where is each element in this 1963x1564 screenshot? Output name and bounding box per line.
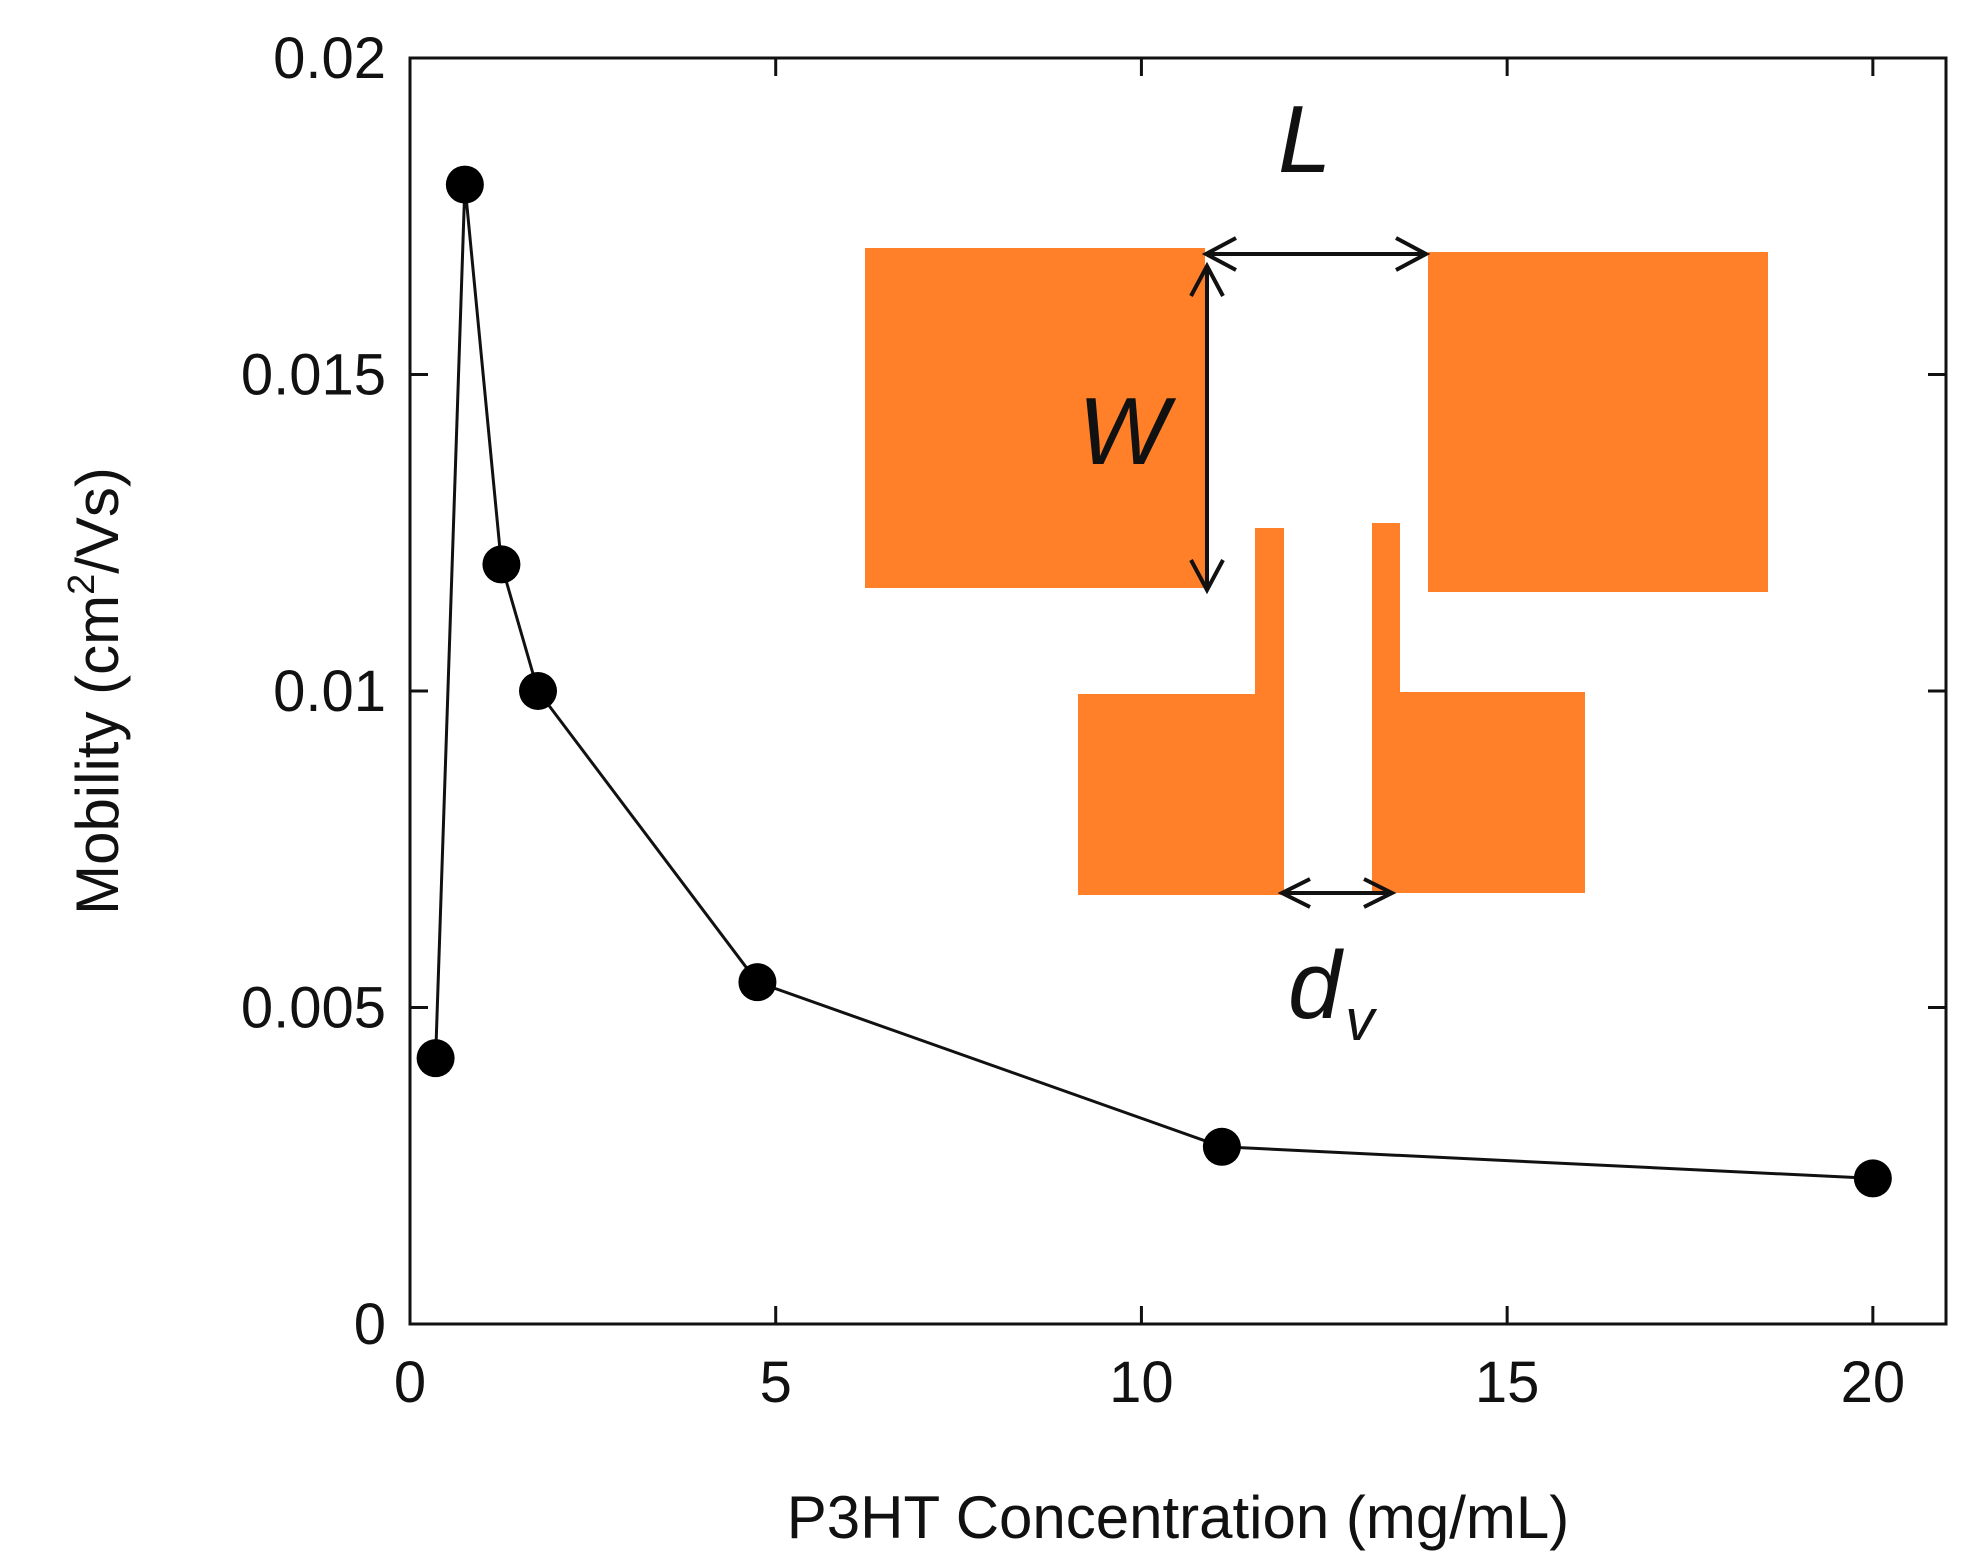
series-points — [416, 165, 1892, 1198]
data-point — [738, 963, 777, 1002]
plot-frame — [408, 56, 1948, 1326]
inset-label-dv-main: d — [1288, 932, 1344, 1039]
inset-schematic: L W dv — [865, 86, 1768, 1053]
y-axis-title-prefix: Mobility (cm — [64, 595, 131, 915]
inset-label-dv: dv — [1288, 932, 1377, 1053]
x-tick-label: 15 — [1475, 1350, 1540, 1415]
inset-electrode-top-right — [1428, 252, 1768, 592]
data-point — [445, 165, 484, 204]
inset-dv-arrowhead-left — [1277, 877, 1311, 909]
y-tick-label: 0 — [354, 1292, 386, 1357]
inset-W-arrowhead-bottom — [1189, 559, 1225, 595]
inset-W-arrowhead-top — [1189, 261, 1225, 297]
x-tick-label: 5 — [760, 1350, 792, 1415]
data-point — [482, 545, 521, 584]
y-tick-label: 0.02 — [273, 26, 386, 91]
inset-electrode-bottom-right — [1372, 523, 1585, 893]
x-axis-ticks: 0 5 10 15 20 — [394, 58, 1905, 1415]
inset-electrode-top-left — [865, 248, 1205, 588]
inset-electrode-bottom-left — [1078, 528, 1284, 895]
inset-dv-arrowhead-right — [1363, 877, 1397, 909]
y-axis-title-superscript: 2 — [61, 574, 103, 595]
inset-L-arrowhead-left — [1201, 236, 1237, 272]
y-tick-label: 0.005 — [241, 976, 386, 1041]
data-point — [416, 1039, 455, 1078]
data-point — [519, 672, 557, 710]
inset-label-L: L — [1278, 86, 1331, 193]
inset-L-arrowhead-right — [1395, 236, 1431, 272]
data-point — [1853, 1159, 1892, 1198]
x-tick-label: 20 — [1841, 1350, 1906, 1415]
y-tick-label: 0.015 — [241, 343, 386, 408]
x-tick-label: 0 — [394, 1350, 426, 1415]
inset-label-W: W — [1078, 378, 1177, 485]
x-tick-label: 10 — [1109, 1350, 1174, 1415]
y-axis-ticks: 0 0.005 0.01 0.015 0.02 — [241, 26, 1946, 1357]
y-tick-label: 0.01 — [273, 659, 386, 724]
x-axis-title: P3HT Concentration (mg/mL) — [787, 1484, 1570, 1551]
y-axis-title: Mobility (cm2/Vs) — [61, 467, 131, 915]
inset-label-dv-sub: v — [1345, 988, 1377, 1053]
data-point — [1202, 1127, 1241, 1166]
y-axis-title-suffix: /Vs) — [64, 467, 131, 574]
